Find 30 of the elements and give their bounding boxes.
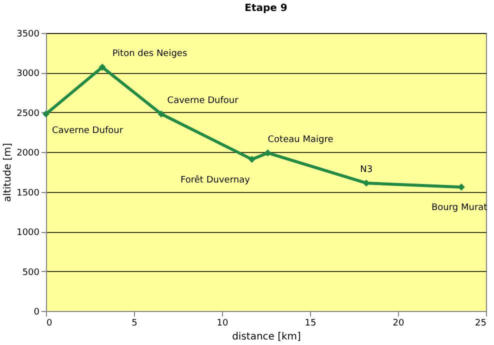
point (248, 156, 256, 163)
chart-title: Etape 9 (244, 3, 288, 14)
annotation: Caverne Dufour (52, 126, 124, 136)
y-tick-label: 2500 (16, 108, 40, 119)
x-tick-label: 20 (392, 318, 404, 328)
point (362, 180, 370, 187)
y-tick-label: 3000 (16, 69, 40, 80)
y-tick-label: 0 (34, 308, 40, 318)
y-tick-label: 3500 (16, 30, 40, 40)
y-tick-label: 2000 (16, 148, 40, 159)
y-axis-title: altitude [m] (2, 142, 14, 202)
x-axis-title: distance [km] (232, 332, 302, 342)
point (158, 110, 165, 118)
point (42, 110, 50, 118)
x-tick-label: 15 (304, 318, 316, 328)
y-tick-label: 1500 (16, 188, 40, 198)
annotation: Coteau Maigre (268, 134, 334, 145)
annotation: Piton des Neiges (112, 49, 188, 60)
point (98, 64, 106, 71)
point (264, 149, 272, 156)
annotation: Bourg Murat (432, 203, 488, 214)
y-tick-label: 500 (22, 268, 40, 278)
x-tick-label: 5 (132, 318, 138, 328)
annotation: N3 (360, 165, 373, 176)
x-tick-label: 0 (46, 318, 52, 328)
y-tick-label: 1000 (16, 228, 40, 238)
annotation: Caverne Dufour (167, 96, 239, 106)
x-tick-label: 25 (475, 318, 486, 328)
annotation: Forêt Duvernay (180, 174, 251, 186)
x-tick-label: 10 (216, 318, 228, 328)
